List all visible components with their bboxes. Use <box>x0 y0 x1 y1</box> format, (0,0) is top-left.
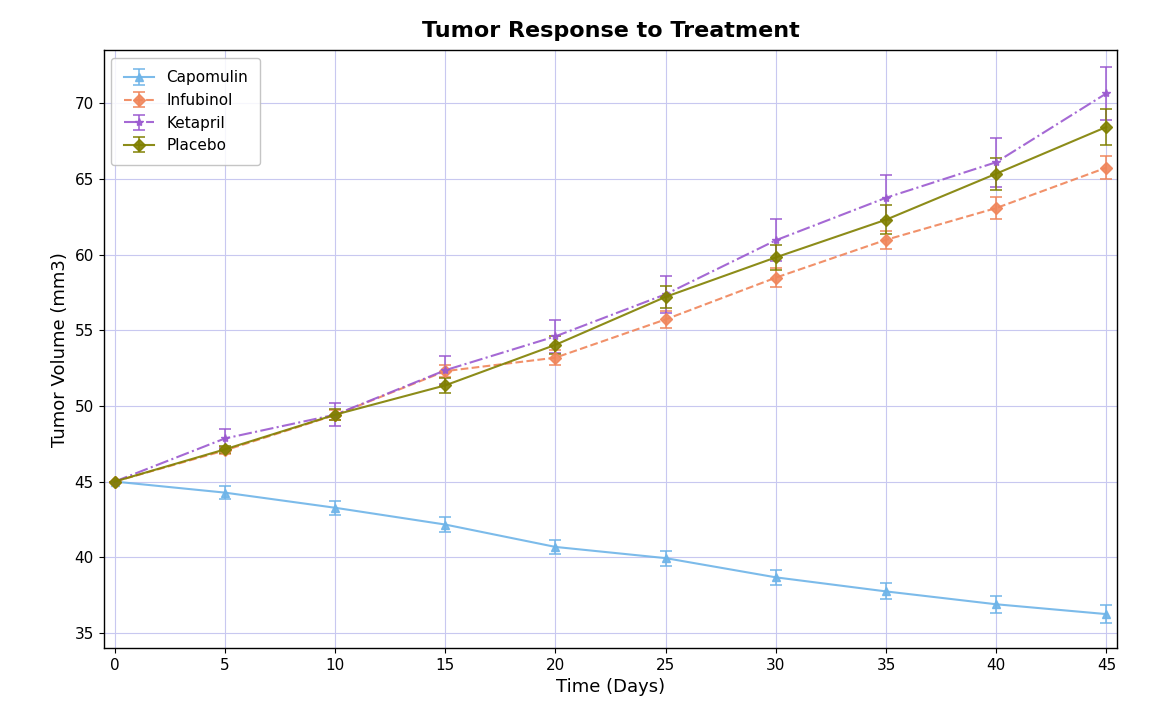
X-axis label: Time (Days): Time (Days) <box>556 678 665 696</box>
Title: Tumor Response to Treatment: Tumor Response to Treatment <box>422 20 799 40</box>
Legend: Capomulin, Infubinol, Ketapril, Placebo: Capomulin, Infubinol, Ketapril, Placebo <box>112 58 260 166</box>
Y-axis label: Tumor Volume (mm3): Tumor Volume (mm3) <box>51 252 69 446</box>
